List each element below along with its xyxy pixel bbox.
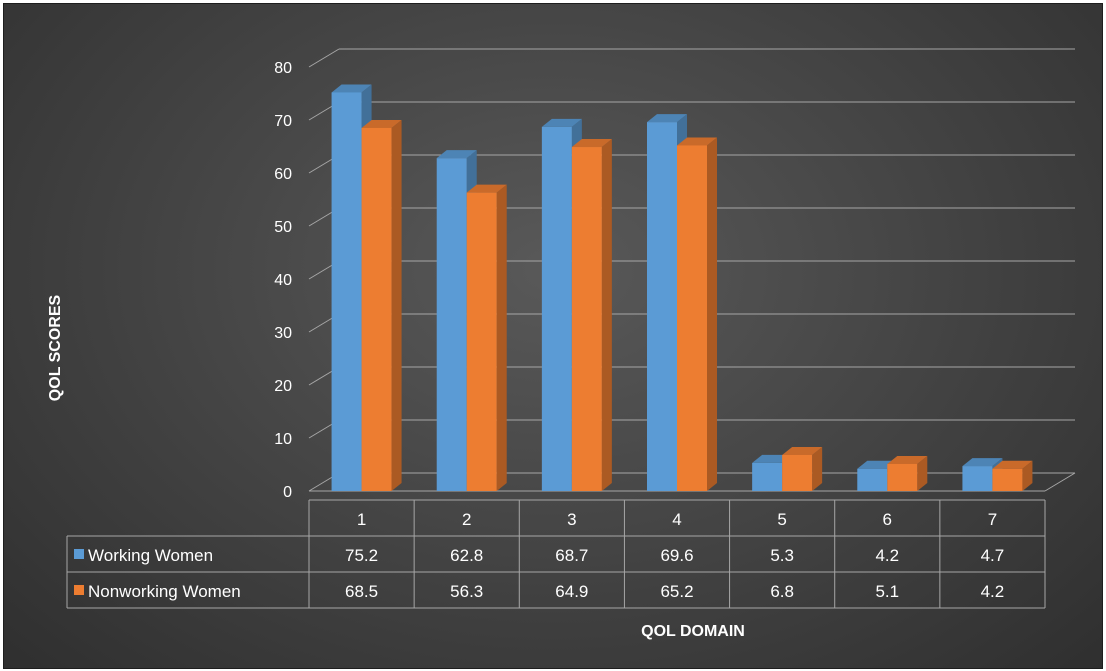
data-label: 56.3	[450, 582, 483, 601]
bar-chart: 0 10 20 30 40 50 60 70 80 1 2 3 4 5 6 7 Working Women 75…	[66, 48, 1076, 609]
data-label: 5.3	[770, 546, 794, 565]
bar	[361, 127, 392, 491]
chart-area: 0 10 20 30 40 50 60 70 80 1 2 3 4 5 6 7 Working Women 75…	[3, 3, 1103, 669]
legend-swatch	[74, 549, 84, 559]
x-tick-label: 6	[883, 510, 892, 529]
data-label: 65.2	[660, 582, 693, 601]
y-tick-label: 70	[274, 113, 292, 130]
data-label: 5.1	[875, 582, 899, 601]
x-tick-label: 5	[777, 510, 786, 529]
gridline-side	[308, 48, 340, 68]
bar	[541, 126, 572, 491]
y-tick-label: 0	[283, 484, 292, 501]
bar-top	[571, 139, 612, 148]
bar-top	[541, 118, 582, 127]
bar-top	[647, 114, 687, 123]
data-label: 75.2	[345, 546, 378, 565]
y-axis-label: QOL SCORES	[47, 294, 64, 402]
bar-side	[391, 119, 402, 491]
data-label: 62.8	[450, 546, 483, 565]
y-tick-label: 50	[274, 219, 292, 236]
data-table: 1 2 3 4 5 6 7 Working Women 75.2 62.8 68.7 69.6 5.3 4…	[66, 499, 1046, 609]
x-tick-label: 7	[988, 510, 997, 529]
bar-top	[331, 84, 372, 93]
bar-top	[436, 150, 477, 159]
bar-side	[707, 137, 717, 491]
x-tick-label: 3	[567, 510, 576, 529]
bar	[857, 468, 888, 491]
x-tick-label: 4	[672, 510, 681, 529]
y-tick-label: 20	[274, 378, 292, 395]
legend-swatch	[74, 585, 84, 595]
bar-side	[601, 139, 612, 491]
bar-top	[962, 458, 1003, 467]
y-tick-label: 10	[274, 431, 292, 448]
bar-top	[361, 119, 402, 128]
data-label: 69.6	[660, 546, 693, 565]
bar	[782, 454, 813, 491]
bars	[331, 84, 1033, 492]
data-label: 4.2	[875, 546, 899, 565]
data-label: 6.8	[770, 582, 794, 601]
data-label: 68.7	[555, 546, 588, 565]
bar-top	[887, 455, 928, 464]
bar	[752, 462, 783, 491]
bar-top	[782, 446, 823, 455]
legend-label: Nonworking Women	[88, 582, 241, 601]
y-tick-label: 80	[274, 60, 292, 77]
bar	[887, 463, 918, 491]
data-label: 4.7	[981, 546, 1005, 565]
bar-top	[992, 460, 1033, 469]
bar	[331, 92, 362, 491]
bar-side	[917, 455, 928, 491]
bar-top	[466, 184, 507, 193]
bar-side	[812, 446, 823, 491]
bar-side	[496, 184, 507, 492]
data-label: 4.2	[981, 582, 1005, 601]
x-axis-label: QOL DOMAIN	[641, 623, 745, 640]
bar	[677, 145, 707, 491]
bar-side	[1022, 460, 1033, 491]
bar	[466, 192, 497, 492]
data-label: 68.5	[345, 582, 378, 601]
x-tick-label: 1	[357, 510, 366, 529]
x-tick-label: 2	[462, 510, 471, 529]
bar	[962, 466, 993, 491]
bar	[992, 468, 1023, 491]
legend-label: Working Women	[88, 546, 213, 565]
floor-side-edge	[1044, 472, 1076, 492]
bar	[436, 158, 467, 491]
bar-top	[677, 137, 717, 146]
data-label: 64.9	[555, 582, 588, 601]
bar	[647, 122, 677, 492]
y-tick-label: 40	[274, 272, 292, 289]
y-axis-ticks: 0 10 20 30 40 50 60 70 80	[274, 60, 292, 501]
y-tick-label: 30	[274, 325, 292, 342]
y-tick-label: 60	[274, 166, 292, 183]
bar	[571, 147, 602, 491]
